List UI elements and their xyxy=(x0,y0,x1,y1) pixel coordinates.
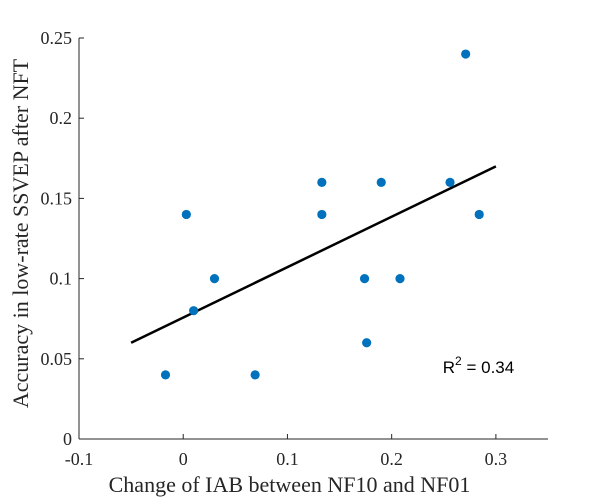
data-point xyxy=(317,209,327,220)
data-point xyxy=(189,306,199,316)
data-point xyxy=(395,274,405,284)
r-squared-annotation: R2 = 0.34 xyxy=(443,354,514,377)
y-tick-label: 0.15 xyxy=(41,188,73,208)
data-point xyxy=(160,370,171,380)
y-tick-label: 0.2 xyxy=(50,108,73,128)
data-point xyxy=(376,177,386,187)
data-point xyxy=(359,274,370,284)
data-point xyxy=(445,177,455,187)
data-point xyxy=(362,338,372,348)
data-point xyxy=(317,177,327,187)
y-tick-label: 0.05 xyxy=(41,349,73,369)
x-tick-label: 0.3 xyxy=(485,449,508,469)
y-tick-label: 0.1 xyxy=(50,269,73,289)
data-point xyxy=(474,209,484,220)
x-tick-label: 0.1 xyxy=(276,449,299,469)
data-point xyxy=(461,49,471,59)
data-point xyxy=(181,209,191,220)
x-axis-label: Change of IAB between NF10 and NF01 xyxy=(109,472,471,497)
x-tick-label: -0.1 xyxy=(65,449,94,469)
regression-line xyxy=(130,165,497,344)
y-tick-label: 0.25 xyxy=(41,28,73,48)
data-point xyxy=(250,370,260,380)
x-tick-label: 0.2 xyxy=(380,449,403,469)
y-axis-label: Accuracy in low-rate SSVEP after NFT xyxy=(8,58,33,408)
y-tick-label: 0 xyxy=(63,429,72,449)
x-tick-label: 0 xyxy=(179,449,188,469)
data-point xyxy=(209,274,220,284)
